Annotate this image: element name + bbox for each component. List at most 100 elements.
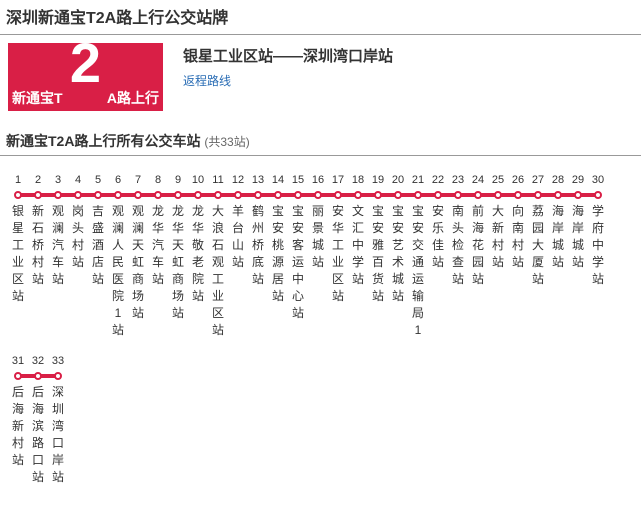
line-segment bbox=[368, 191, 388, 199]
station-name[interactable]: 宝安桃源居站 bbox=[272, 203, 284, 305]
station-name[interactable]: 宝安交通运输局1 bbox=[412, 203, 424, 339]
station-name[interactable]: 鹤州桥底站 bbox=[252, 203, 264, 288]
station-dot bbox=[314, 191, 322, 199]
station-name[interactable]: 羊台山站 bbox=[232, 203, 244, 271]
from-stop: 银星工业区站 bbox=[183, 48, 273, 65]
station-dot bbox=[294, 191, 302, 199]
line-segment bbox=[528, 191, 548, 199]
station-name[interactable]: 安乐佳站 bbox=[432, 203, 444, 271]
station-dot bbox=[14, 372, 22, 380]
line-segment bbox=[188, 191, 208, 199]
station-col: 15 宝安客运中心站 bbox=[288, 174, 308, 339]
line-segment bbox=[468, 191, 488, 199]
station-col: 27荔园大厦站 bbox=[528, 174, 548, 339]
station-name[interactable]: 前海花园站 bbox=[472, 203, 484, 288]
line-segment bbox=[308, 191, 328, 199]
station-name[interactable]: 海岸城站 bbox=[572, 203, 584, 271]
station-name[interactable]: 岗头村站 bbox=[72, 203, 84, 271]
station-col: 10龙华敬老院站 bbox=[188, 174, 208, 339]
station-number: 25 bbox=[492, 174, 504, 188]
station-number: 31 bbox=[12, 355, 24, 369]
line-segment bbox=[288, 191, 308, 199]
station-name[interactable]: 丽景城站 bbox=[312, 203, 324, 271]
station-dot bbox=[154, 191, 162, 199]
station-name[interactable]: 宝安雅百货站 bbox=[372, 203, 384, 305]
station-number: 20 bbox=[392, 174, 404, 188]
line-segment bbox=[228, 191, 248, 199]
station-name[interactable]: 龙华汽车站 bbox=[152, 203, 164, 288]
station-number: 21 bbox=[412, 174, 424, 188]
line-segment bbox=[408, 191, 428, 199]
station-name[interactable]: 宝安艺术城站 bbox=[392, 203, 404, 305]
station-name[interactable]: 银星工业区站 bbox=[12, 203, 24, 305]
station-dot bbox=[414, 191, 422, 199]
stations-header: 新通宝T2A路上行所有公交车站 (共33站) bbox=[0, 127, 641, 156]
badge-left-text: 新通宝T bbox=[12, 88, 63, 108]
station-dot bbox=[214, 191, 222, 199]
station-name[interactable]: 观澜天虹商场站 bbox=[132, 203, 144, 322]
line-segment bbox=[588, 191, 608, 199]
station-number: 15 bbox=[292, 174, 304, 188]
station-name[interactable]: 深圳湾口岸站 bbox=[52, 384, 64, 486]
station-number: 3 bbox=[55, 174, 61, 188]
station-col: 17安华工业区站 bbox=[328, 174, 348, 339]
station-name[interactable]: 安华工业区站 bbox=[332, 203, 344, 305]
station-name[interactable]: 大浪石观工业区站 bbox=[212, 203, 224, 339]
station-name[interactable]: 学府中学站 bbox=[592, 203, 604, 288]
route-info: 银星工业区站——深圳湾口岸站 返程路线 bbox=[163, 43, 393, 89]
station-number: 11 bbox=[212, 174, 223, 188]
line-segment bbox=[388, 191, 408, 199]
line-segment bbox=[208, 191, 228, 199]
station-name[interactable]: 海岸城站 bbox=[552, 203, 564, 271]
station-number: 18 bbox=[352, 174, 364, 188]
station-dot bbox=[354, 191, 362, 199]
station-dot bbox=[494, 191, 502, 199]
station-name[interactable]: 吉盛酒店站 bbox=[92, 203, 104, 288]
station-dot bbox=[514, 191, 522, 199]
station-dot bbox=[14, 191, 22, 199]
station-name[interactable]: 向南村站 bbox=[512, 203, 524, 271]
station-name[interactable]: 新石桥村站 bbox=[32, 203, 44, 288]
station-col: 22安乐佳站 bbox=[428, 174, 448, 339]
station-col: 29 海岸城站 bbox=[568, 174, 588, 339]
station-dot bbox=[274, 191, 282, 199]
station-number: 6 bbox=[115, 174, 121, 188]
station-name[interactable]: 后海新村站 bbox=[12, 384, 24, 469]
stations-row: 1银星工业区站2新石桥村站3观澜汽车站4岗头村站5吉盛酒店站6观澜人民医院1站7… bbox=[8, 174, 633, 339]
station-number: 29 bbox=[572, 174, 584, 188]
station-col: 12羊台山站 bbox=[228, 174, 248, 339]
station-number: 13 bbox=[252, 174, 264, 188]
station-name[interactable]: 龙华天虹商场站 bbox=[172, 203, 184, 322]
station-name[interactable]: 大新村站 bbox=[492, 203, 504, 271]
station-name[interactable]: 后海滨路口站 bbox=[32, 384, 44, 486]
station-col: 24前海花园站 bbox=[468, 174, 488, 339]
station-name[interactable]: 龙华敬老院站 bbox=[192, 203, 204, 305]
station-col: 3 观澜汽车站 bbox=[48, 174, 68, 339]
endpoints-separator: —— bbox=[273, 48, 303, 65]
line-segment bbox=[108, 191, 128, 199]
station-name[interactable]: 荔园大厦站 bbox=[532, 203, 544, 288]
station-number: 8 bbox=[155, 174, 161, 188]
stations-row: 31后海新村站32后海滨路口站33深圳湾口岸站 bbox=[8, 355, 633, 486]
line-segment bbox=[328, 191, 348, 199]
station-col: 32 后海滨路口站 bbox=[28, 355, 48, 486]
line-segment bbox=[248, 191, 268, 199]
station-name[interactable]: 宝安客运中心站 bbox=[292, 203, 304, 322]
station-dot bbox=[534, 191, 542, 199]
station-name[interactable]: 南头检查站 bbox=[452, 203, 464, 288]
return-route-link[interactable]: 返程路线 bbox=[183, 72, 393, 89]
line-segment bbox=[148, 191, 168, 199]
station-name[interactable]: 文汇中学站 bbox=[352, 203, 364, 288]
station-number: 32 bbox=[32, 355, 44, 369]
station-name[interactable]: 观澜人民医院1站 bbox=[112, 203, 124, 339]
station-name[interactable]: 观澜汽车站 bbox=[52, 203, 64, 288]
line-segment bbox=[68, 191, 88, 199]
station-number: 30 bbox=[592, 174, 604, 188]
header-section: 2 新通宝T A路上行 银星工业区站——深圳湾口岸站 返程路线 bbox=[0, 35, 641, 119]
line-segment bbox=[28, 372, 48, 380]
station-number: 5 bbox=[95, 174, 101, 188]
station-number: 16 bbox=[312, 174, 324, 188]
badge-right-text: A路上行 bbox=[107, 88, 159, 108]
station-dot bbox=[474, 191, 482, 199]
station-col: 30 学府中学站 bbox=[588, 174, 608, 339]
